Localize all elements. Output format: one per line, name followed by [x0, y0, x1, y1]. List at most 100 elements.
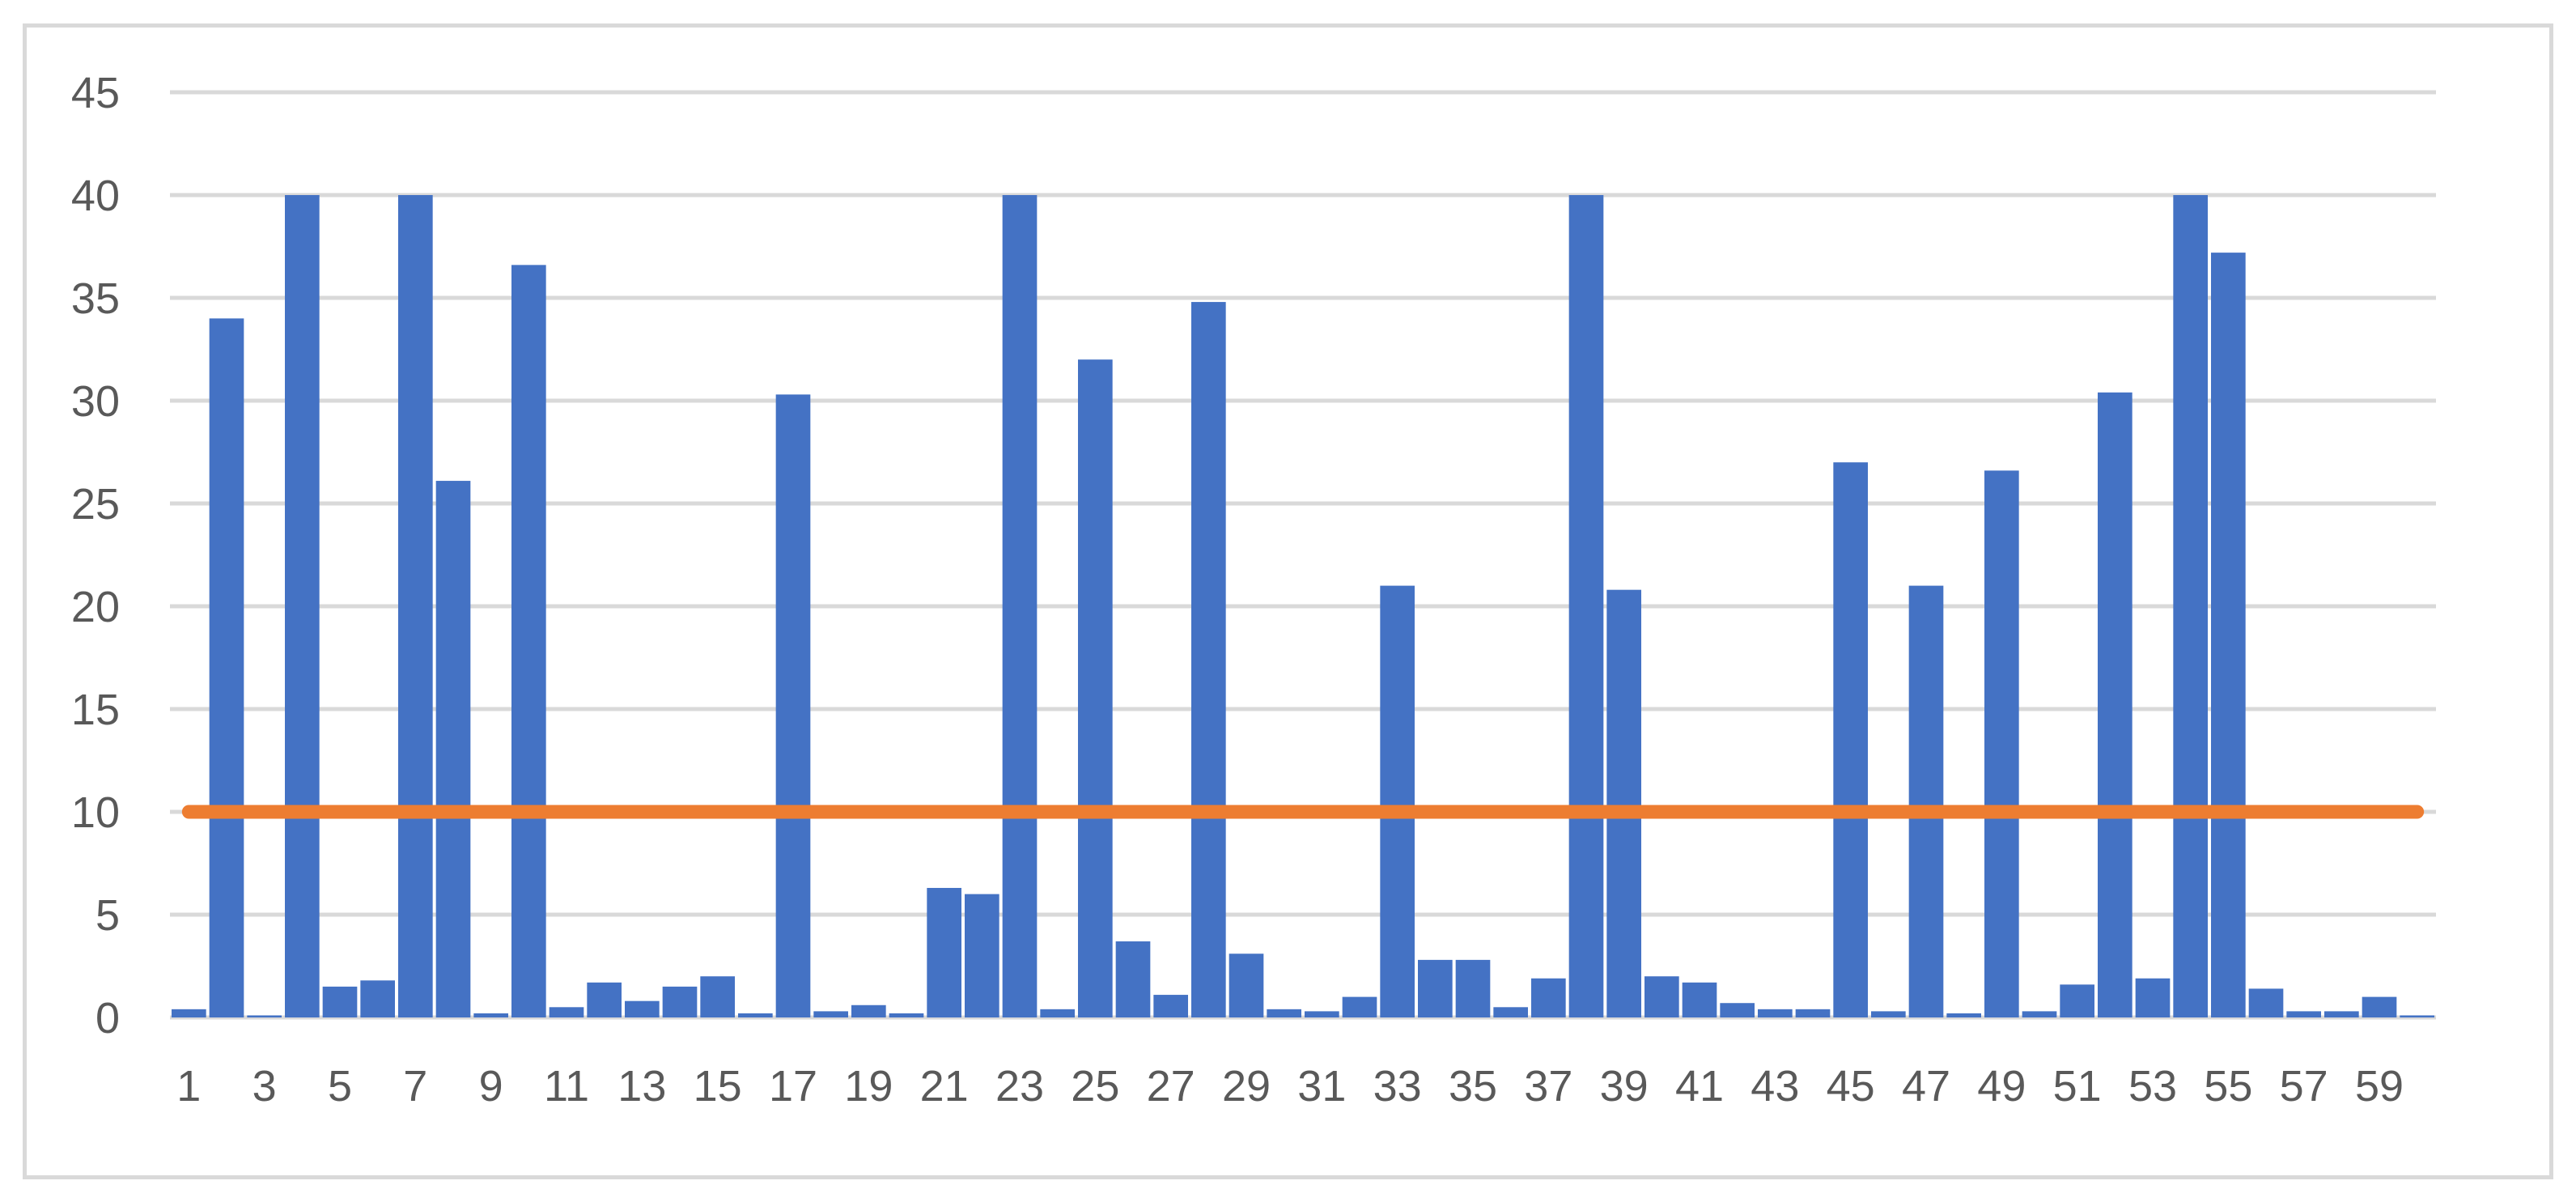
bar-48: [1946, 1013, 1981, 1017]
bar-34: [1418, 959, 1453, 1017]
bar-35: [1455, 959, 1491, 1017]
bar-29: [1229, 954, 1264, 1017]
x-tick-label: 51: [2053, 1062, 2102, 1111]
bar-7: [398, 195, 433, 1017]
y-tick-label: 30: [71, 377, 120, 426]
bar-58: [2324, 1011, 2359, 1017]
bar-44: [1795, 1009, 1831, 1017]
x-tick-label: 29: [1222, 1062, 1271, 1111]
bar-40: [1644, 976, 1679, 1017]
x-tick-label: 7: [403, 1062, 427, 1111]
bar-42: [1720, 1003, 1755, 1017]
y-tick-label: 35: [71, 274, 120, 323]
x-tick-label: 1: [176, 1062, 201, 1111]
bar-55: [2211, 253, 2246, 1017]
x-tick-label: 57: [2280, 1062, 2328, 1111]
bar-59: [2362, 996, 2397, 1017]
x-tick-label: 13: [617, 1062, 666, 1111]
bar-24: [1040, 1009, 1075, 1017]
x-tick-label: 35: [1449, 1062, 1497, 1111]
x-tick-label: 43: [1751, 1062, 1799, 1111]
x-tick-label: 41: [1675, 1062, 1724, 1111]
bar-22: [965, 894, 999, 1017]
x-tick-label: 15: [694, 1062, 742, 1111]
x-tick-label: 59: [2355, 1062, 2404, 1111]
y-tick-label: 20: [71, 583, 120, 631]
bar-4: [285, 195, 320, 1017]
bar-51: [2060, 984, 2094, 1017]
bar-23: [1002, 195, 1038, 1017]
bar-26: [1115, 941, 1151, 1017]
x-tick-label: 37: [1524, 1062, 1572, 1111]
x-tick-label: 5: [328, 1062, 352, 1111]
bar-15: [700, 976, 735, 1017]
x-axis-ticks: 1 3 5 7 9 11 13 15 17 19 21 23 25 27 29 31 33 35 37 39 41 43 4…: [176, 1062, 2404, 1111]
x-tick-label: 17: [769, 1062, 817, 1111]
bar-3: [247, 1015, 282, 1017]
x-tick-label: 39: [1600, 1062, 1649, 1111]
bar-12: [587, 982, 622, 1017]
bar-52: [2098, 392, 2133, 1018]
bar-30: [1267, 1009, 1301, 1017]
bar-33: [1380, 585, 1415, 1017]
x-tick-label: 9: [479, 1062, 503, 1111]
x-tick-label: 19: [844, 1062, 893, 1111]
y-tick-label: 45: [71, 69, 120, 117]
x-tick-label: 23: [995, 1062, 1044, 1111]
x-tick-label: 55: [2204, 1062, 2252, 1111]
bar-60: [2400, 1015, 2434, 1017]
bar-31: [1305, 1011, 1339, 1017]
bar-21: [927, 887, 961, 1017]
bar-series: [172, 195, 2434, 1018]
bar-14: [662, 986, 698, 1017]
gridlines: [170, 90, 2436, 1020]
bar-18: [813, 1011, 848, 1017]
bar-2: [209, 318, 244, 1017]
bar-38: [1568, 195, 1604, 1017]
x-tick-label: 33: [1373, 1062, 1422, 1111]
y-tick-label: 25: [71, 480, 120, 529]
bar-45: [1833, 462, 1868, 1017]
bar-54: [2173, 195, 2208, 1017]
bar-11: [549, 1007, 584, 1017]
bar-50: [2022, 1011, 2057, 1017]
y-tick-label: 15: [71, 686, 120, 734]
x-tick-label: 49: [1977, 1062, 2026, 1111]
bar-46: [1871, 1011, 1906, 1017]
y-tick-label: 40: [71, 172, 120, 220]
bar-13: [625, 1000, 660, 1017]
bar-25: [1078, 359, 1113, 1017]
bar-49: [1984, 470, 2019, 1017]
bar-6: [360, 980, 395, 1017]
x-tick-label: 45: [1827, 1062, 1875, 1111]
bar-39: [1606, 589, 1641, 1017]
x-tick-label: 53: [2128, 1062, 2177, 1111]
bar-28: [1191, 302, 1226, 1018]
bar-32: [1342, 996, 1377, 1017]
bar-43: [1758, 1009, 1793, 1017]
bar-1: [172, 1009, 206, 1017]
bar-41: [1682, 982, 1717, 1017]
y-tick-label: 0: [95, 994, 120, 1043]
bar-19: [851, 1004, 886, 1017]
bar-53: [2135, 978, 2171, 1017]
x-tick-label: 31: [1297, 1062, 1346, 1111]
bar-47: [1908, 585, 1944, 1017]
bar-16: [738, 1013, 773, 1017]
x-tick-label: 3: [253, 1062, 277, 1111]
x-tick-label: 11: [544, 1062, 589, 1111]
bar-37: [1531, 978, 1566, 1017]
chart-frame: 0 5 10 15 20 25 30 35 40 45 1 3 5 7 9 11 13 15 17 19 21 23 25…: [23, 23, 2553, 1179]
x-tick-label: 25: [1071, 1062, 1119, 1111]
x-tick-label: 47: [1902, 1062, 1950, 1111]
bar-56: [2248, 988, 2284, 1017]
bar-10: [511, 265, 546, 1017]
x-tick-label: 21: [920, 1062, 969, 1111]
bar-17: [775, 394, 811, 1017]
bar-36: [1493, 1007, 1528, 1017]
bar-20: [889, 1013, 924, 1017]
bar-9: [473, 1013, 508, 1017]
x-tick-label: 27: [1147, 1062, 1195, 1111]
y-tick-label: 10: [71, 788, 120, 837]
